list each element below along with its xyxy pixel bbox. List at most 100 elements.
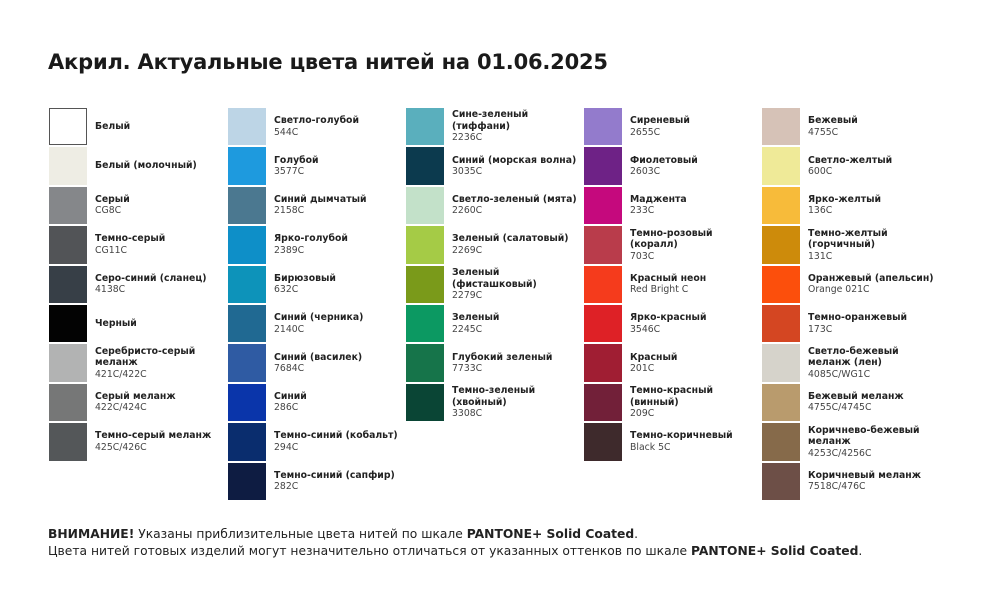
pantone-code: 209C <box>630 408 655 420</box>
color-name: Темно-красный (винный) <box>630 385 714 408</box>
color-name: Сине-зеленый (тиффани) <box>452 109 529 132</box>
color-swatch <box>762 186 800 225</box>
pantone-code: 3577C <box>274 166 305 178</box>
color-label: Бирюзовый 632C <box>274 273 336 296</box>
pantone-scale: PANTONE+ Solid Coated <box>466 527 635 541</box>
color-label: Белый <box>95 121 130 133</box>
color-name: Светло-желтый <box>808 154 893 166</box>
color-item: Черный <box>49 304 227 343</box>
color-name: Глубокий зеленый <box>452 351 553 363</box>
pantone-code: 3035C <box>452 166 483 178</box>
color-swatch <box>762 383 800 422</box>
color-label: Темно-зеленый (хвойный) 3308C <box>452 385 584 420</box>
color-name: Ярко-желтый <box>808 193 882 205</box>
color-item: Ярко-голубой 2389C <box>228 226 406 264</box>
footer-note: ВНИМАНИЕ! Указаны приблизительные цвета … <box>48 526 862 560</box>
color-name: Темно-синий (сапфир) <box>274 469 395 481</box>
color-name: Бежевый меланж <box>808 390 904 402</box>
color-name: Фиолетовый <box>630 154 698 166</box>
color-item: Бирюзовый 632C <box>228 265 406 303</box>
color-name: Темно-серый меланж <box>95 430 212 442</box>
color-name: Коричневый меланж <box>808 469 921 481</box>
color-name: Бирюзовый <box>274 272 336 284</box>
color-name: Белый (молочный) <box>95 160 197 172</box>
color-label: Синий дымчатый 2158C <box>274 194 367 217</box>
color-item: Темно-зеленый (хвойный) 3308C <box>406 383 584 422</box>
color-item: Белый (молочный) <box>49 147 227 185</box>
color-label: Сине-зеленый (тиффани) 2236C <box>452 109 584 144</box>
color-label: Синий (василек) 7684C <box>274 352 362 375</box>
color-swatch <box>228 344 266 382</box>
color-label: Бежевый меланж 4755C/4745C <box>808 391 904 414</box>
color-item: Зеленый 2245C <box>406 304 584 343</box>
pantone-code: 282C <box>274 481 299 493</box>
color-item: Светло-голубой 544C <box>228 108 406 146</box>
color-item: Темно-синий (сапфир) 282C <box>228 462 406 500</box>
color-name: Красный <box>630 351 678 363</box>
punct: . <box>634 527 639 541</box>
color-name: Маджента <box>630 193 687 205</box>
color-item: Ярко-желтый 136C <box>762 186 940 225</box>
color-name: Синий (василек) <box>274 351 363 363</box>
color-name: Темно-оранжевый <box>808 312 908 324</box>
pantone-code: 4085C/WG1C <box>808 368 871 380</box>
color-swatch <box>228 383 266 422</box>
color-swatch <box>228 108 266 146</box>
color-item: Темно-желтый (горчичный) 131C <box>762 226 940 264</box>
color-swatch <box>584 344 622 382</box>
pantone-code: 131C <box>808 250 833 262</box>
color-label: Серебристо-серый меланж 421C/422C <box>95 346 227 381</box>
color-swatch <box>762 147 800 185</box>
color-label: Темно-коричневый Black 5C <box>630 430 733 453</box>
color-label: Ярко-желтый 136C <box>808 194 881 217</box>
color-swatch <box>406 265 444 303</box>
color-item: Сиреневый 2655C <box>584 108 762 146</box>
color-label: Коричневый меланж 7518C/476C <box>808 470 921 493</box>
color-item: Белый <box>49 108 227 146</box>
color-name: Бежевый <box>808 115 858 127</box>
color-item: Фиолетовый 2603C <box>584 147 762 185</box>
color-swatch <box>406 226 444 264</box>
color-label: Темно-синий (кобальт) 294C <box>274 430 398 453</box>
color-swatch <box>228 226 266 264</box>
color-name: Синий (морская волна) <box>452 154 577 166</box>
color-swatch <box>49 344 87 382</box>
pantone-code: 294C <box>274 441 299 453</box>
color-column: Белый Белый (молочный) Серый CG8C Темно-серы… <box>49 108 227 463</box>
color-name: Синий дымчатый <box>274 193 367 205</box>
color-item: Коричнево-бежевый меланж 4253C/4256C <box>762 423 940 461</box>
pantone-code: 425C/426C <box>95 441 147 453</box>
color-name: Серо-синий (сланец) <box>95 272 207 284</box>
color-label: Бежевый 4755C <box>808 115 858 138</box>
pantone-code: 7684C <box>274 363 305 375</box>
color-item: Светло-желтый 600C <box>762 147 940 185</box>
color-name: Черный <box>95 317 137 329</box>
color-swatch <box>406 186 444 225</box>
pantone-code: 4755C/4745C <box>808 402 872 414</box>
color-name: Светло-бежевый меланж (лен) <box>808 345 899 369</box>
color-name: Белый <box>95 120 131 132</box>
color-column: Бежевый 4755C Светло-желтый 600C Ярко-желтый… <box>762 108 940 502</box>
color-swatch <box>406 147 444 185</box>
color-swatch <box>406 108 444 146</box>
color-item: Коричневый меланж 7518C/476C <box>762 462 940 500</box>
pantone-code: 2279C <box>452 290 483 301</box>
color-swatch <box>228 186 266 225</box>
color-label: Зеленый (салатовый) 2269C <box>452 233 569 256</box>
color-label: Зеленый 2245C <box>452 312 499 335</box>
color-item: Зеленый (салатовый) 2269C <box>406 226 584 264</box>
color-name: Коричнево-бежевый меланж <box>808 424 920 448</box>
color-swatch <box>406 344 444 382</box>
color-item: Ярко-красный 3546C <box>584 304 762 343</box>
color-swatch <box>228 265 266 303</box>
color-label: Красный неон Red Bright C <box>630 273 706 296</box>
color-swatch <box>584 383 622 422</box>
color-name: Ярко-красный <box>630 312 707 324</box>
color-item: Темно-коричневый Black 5C <box>584 423 762 461</box>
color-name: Серый <box>95 193 130 205</box>
color-name: Темно-коричневый <box>630 430 733 442</box>
color-item: Голубой 3577C <box>228 147 406 185</box>
page-title: Акрил. Актуальные цвета нитей на 01.06.2… <box>48 50 608 74</box>
color-item: Зеленый (фисташковый) 2279C <box>406 265 584 303</box>
pantone-code: 544C <box>274 126 299 138</box>
